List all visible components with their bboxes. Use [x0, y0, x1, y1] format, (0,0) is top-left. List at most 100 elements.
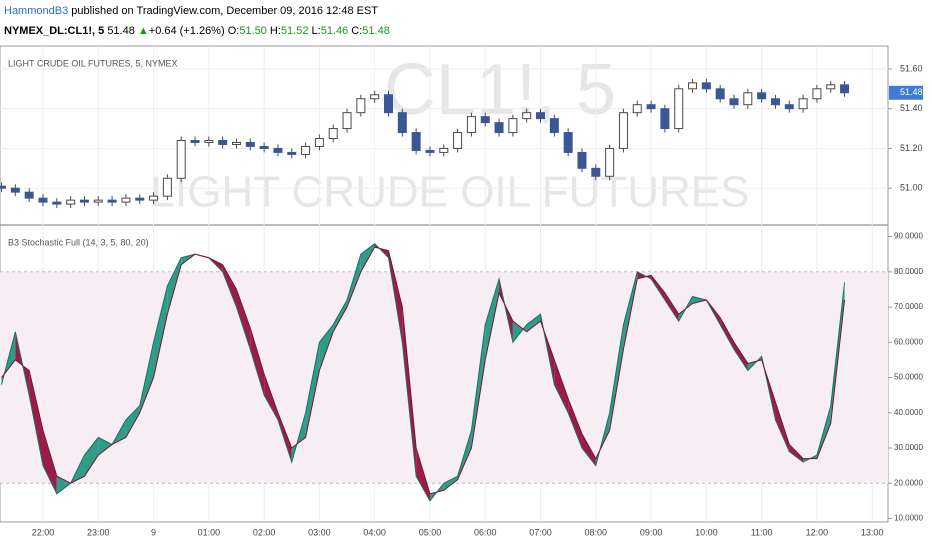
fill-segment — [609, 324, 624, 431]
fill-segment — [125, 405, 140, 438]
candle-body — [536, 112, 546, 120]
fill-segment — [277, 412, 292, 463]
fill-segment — [554, 359, 569, 413]
candle-body — [632, 104, 642, 114]
o-value: 51.50 — [239, 25, 267, 37]
candle-body — [729, 98, 739, 106]
candle-body — [549, 118, 559, 134]
candle-body — [618, 112, 628, 149]
candle-body — [370, 94, 380, 100]
candle-body — [397, 112, 407, 134]
y-tick-label: 70.0000 — [894, 302, 923, 311]
x-tick-label: 01:00 — [198, 527, 221, 537]
y-tick-label: 60.0000 — [894, 337, 923, 346]
x-tick-label: 05:00 — [419, 527, 442, 537]
x-tick-label: 08:00 — [585, 527, 608, 537]
series-line — [1, 246, 846, 495]
candle-body — [204, 139, 214, 143]
y-tick-label: 10.0000 — [894, 514, 923, 523]
fill-segment — [789, 444, 804, 463]
published-text: published on TradingView.com, December 0… — [71, 5, 379, 17]
candle-body — [107, 199, 117, 203]
fill-segment — [153, 285, 168, 378]
candle-body — [176, 139, 186, 179]
candle-body — [121, 197, 131, 203]
candle-body — [190, 139, 200, 143]
candle-body — [715, 88, 725, 100]
fill-segment — [347, 254, 361, 308]
candle-body — [466, 116, 476, 134]
y-tick-label: 80.0000 — [894, 267, 923, 276]
candle-body — [259, 145, 269, 149]
candle-body — [439, 147, 449, 153]
candle-body — [149, 195, 159, 201]
fill-segment — [637, 271, 652, 279]
fill-segment — [98, 437, 113, 456]
quote-line: NYMEX_DL:CL1!, 5 51.48 ▲+0.64 (+1.26%) O… — [4, 25, 390, 37]
candle-body — [218, 139, 228, 145]
y-tick-label: 51.20 — [900, 143, 923, 153]
candle-body — [93, 199, 103, 203]
x-tick-label: 22:00 — [32, 527, 55, 537]
symbol: NYMEX_DL:CL1!, 5 — [4, 25, 105, 37]
fill-segment — [319, 324, 334, 371]
candle-body — [52, 201, 62, 205]
candle-body — [10, 187, 20, 193]
candle-body — [342, 112, 352, 130]
fill-segment — [485, 278, 500, 360]
candle-body — [812, 88, 822, 100]
author-link[interactable]: HammondB3 — [4, 5, 69, 17]
candle-body — [135, 197, 145, 201]
candle-body — [453, 132, 463, 149]
fill-segment — [471, 324, 486, 448]
x-tick-label: 09:00 — [640, 527, 663, 537]
c-label: C: — [351, 25, 363, 37]
x-tick-label: 11:00 — [751, 527, 773, 537]
fill-segment — [568, 398, 582, 448]
panel-title: B3 Stochastic Full (14, 3, 5, 80, 20) — [8, 237, 149, 247]
y-tick-label: 30.0000 — [894, 443, 923, 452]
candle-body — [522, 112, 532, 120]
candle-body — [826, 84, 836, 90]
candle-body — [328, 128, 338, 140]
fill-segment — [734, 342, 748, 371]
fill-segment — [443, 476, 458, 491]
candle-body — [24, 191, 34, 199]
candle-body — [701, 82, 711, 90]
fill-segment — [692, 296, 707, 304]
y-tick-label: 51.40 — [900, 103, 923, 113]
candle-body — [688, 82, 698, 90]
fill-segment — [775, 402, 790, 452]
fill-segment — [250, 328, 265, 396]
y-tick-label: 50.0000 — [894, 373, 923, 382]
candle-body — [798, 98, 808, 110]
x-tick-label: 02:00 — [253, 527, 276, 537]
candle-body — [356, 98, 366, 114]
h-value: 51.52 — [280, 25, 309, 37]
candle-body — [508, 118, 518, 134]
candle-body — [563, 132, 573, 153]
c-value: 51.48 — [362, 25, 390, 37]
fill-segment — [56, 476, 71, 494]
candle-body — [646, 104, 656, 110]
fill-segment — [720, 317, 734, 350]
candle-body — [411, 132, 421, 151]
candle-body — [591, 167, 601, 177]
x-tick-label: 9 — [151, 527, 156, 537]
y-tick-label: 51.00 — [900, 183, 923, 193]
candle-body — [79, 199, 89, 203]
candle-body — [301, 145, 311, 155]
x-tick-label: 06:00 — [474, 527, 497, 537]
candle-body — [660, 108, 670, 130]
candle-body — [840, 84, 850, 94]
x-tick-label: 03:00 — [308, 527, 331, 537]
candle-body — [425, 149, 435, 153]
watermark: CL1!, 5 — [384, 50, 616, 130]
candle-body — [605, 147, 615, 177]
publish-line: HammondB3 published on TradingView.com, … — [4, 5, 378, 17]
candle-body — [245, 141, 255, 147]
fill-segment — [333, 300, 348, 332]
candle-body — [494, 122, 504, 134]
fill-segment — [664, 292, 679, 322]
fill-segment — [416, 448, 430, 501]
